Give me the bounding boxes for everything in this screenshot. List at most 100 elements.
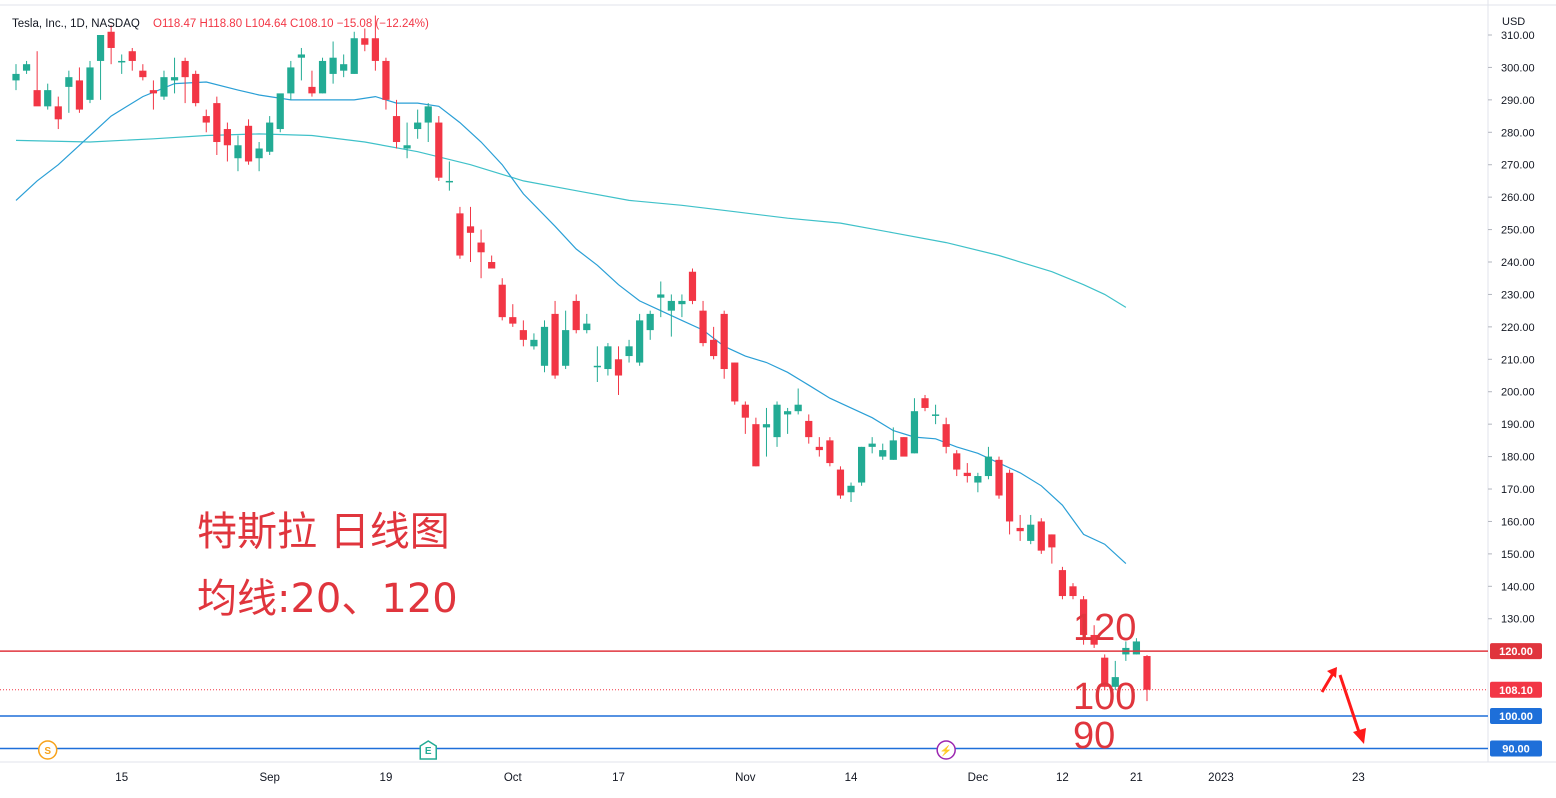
- candle: [625, 339, 633, 363]
- candle: [107, 25, 115, 65]
- candle: [879, 443, 887, 460]
- candle-body: [1069, 586, 1077, 597]
- y-tick-label: 190.00: [1501, 419, 1535, 431]
- candle-body: [276, 93, 284, 130]
- candle: [942, 417, 950, 454]
- candle-body: [202, 116, 210, 123]
- candle: [752, 417, 760, 467]
- time-axis[interactable]: 15 Sep 19 Oct 17 Nov 14 Dec 12 21 2023 23: [115, 772, 1364, 784]
- candle-body: [699, 310, 707, 344]
- candle-body: [1037, 521, 1045, 551]
- candle-body: [65, 77, 73, 87]
- candle-body: [86, 67, 94, 100]
- candle-body: [414, 122, 422, 130]
- candle: [604, 343, 612, 376]
- candle-body: [1005, 472, 1014, 522]
- candle: [1111, 660, 1119, 691]
- candle: [583, 313, 591, 334]
- y-tick-label: 160.00: [1501, 516, 1535, 528]
- y-tick-label: 270.00: [1501, 160, 1535, 172]
- price-tag-100: [1490, 708, 1542, 725]
- y-tick-label: 260.00: [1501, 192, 1535, 204]
- candle-body: [445, 180, 453, 183]
- candle-body: [223, 129, 231, 146]
- candle-body: [308, 86, 316, 94]
- candle-body: [509, 317, 517, 324]
- candle: [1143, 655, 1151, 702]
- candle-body: [773, 404, 781, 438]
- candle-body: [604, 346, 612, 370]
- y-tick-label: 310.00: [1501, 30, 1535, 42]
- candle: [22, 60, 31, 74]
- event-marker[interactable]: E: [419, 740, 437, 760]
- candle-body: [530, 339, 538, 347]
- moving-averages: [15, 81, 1127, 565]
- y-tick-label: 220.00: [1501, 322, 1535, 334]
- candle-body: [636, 320, 644, 363]
- y-tick-label: 140.00: [1501, 581, 1535, 593]
- candle: [477, 229, 485, 279]
- label-120: 120: [1073, 607, 1136, 649]
- price-tag-120: [1490, 643, 1542, 660]
- candle: [794, 388, 802, 415]
- y-tick-label: 250.00: [1501, 225, 1535, 237]
- candle-body: [297, 54, 305, 58]
- candle: [488, 255, 496, 269]
- candle: [1101, 654, 1109, 691]
- candle-body: [1090, 634, 1098, 645]
- price-tag-90: [1490, 740, 1542, 757]
- candle: [33, 51, 41, 107]
- candle-body: [868, 443, 876, 447]
- candle: [519, 320, 527, 347]
- horizontal-lines: 120.00 100.00 90.00 108.10: [0, 643, 1542, 757]
- candle: [710, 326, 718, 360]
- candle: [868, 437, 876, 454]
- candle-body: [826, 440, 834, 464]
- candle-body: [583, 323, 591, 331]
- candle-body: [805, 420, 813, 438]
- candle-body: [1058, 570, 1067, 597]
- candle-body: [96, 35, 105, 61]
- candle: [805, 414, 813, 444]
- candle-body: [1111, 677, 1119, 687]
- candle: [234, 135, 242, 172]
- candle-body: [847, 485, 855, 493]
- candle: [435, 116, 443, 181]
- candle-body: [181, 60, 189, 78]
- event-marker[interactable]: S: [37, 740, 58, 760]
- candle-body: [784, 411, 792, 415]
- candle: [223, 122, 231, 162]
- candles: [12, 15, 1151, 702]
- event-marker[interactable]: ⚡: [936, 740, 956, 760]
- candle: [784, 407, 792, 434]
- candle-body: [340, 64, 348, 71]
- candle: [392, 99, 401, 149]
- candle-body: [118, 60, 126, 63]
- candle: [900, 437, 908, 457]
- candle-body: [329, 57, 337, 74]
- candle-body: [1143, 656, 1151, 690]
- candle: [931, 404, 940, 425]
- candle: [889, 427, 897, 460]
- candle-body: [551, 313, 559, 376]
- candle: [1016, 514, 1024, 541]
- candle-body: [984, 456, 993, 477]
- ohlc-values: O118.47 H118.80 L104.64 C108.10 −15.08 (…: [153, 18, 429, 30]
- x-tick-label: 21: [1130, 772, 1143, 784]
- candle: [572, 294, 580, 334]
- candle-body: [424, 106, 432, 123]
- event-marker-glyph: ⚡: [940, 744, 952, 757]
- candle-body: [931, 414, 940, 416]
- candle: [953, 450, 961, 477]
- candle-body: [75, 80, 84, 110]
- candle: [255, 142, 263, 172]
- candle: [530, 333, 538, 350]
- candle: [139, 64, 147, 81]
- price-axis[interactable]: 130.00 140.00 150.00 160.00 170.00 180.00 190.…: [1488, 30, 1535, 626]
- candle-body: [625, 346, 633, 357]
- candle-body: [646, 313, 654, 331]
- candle-body: [572, 300, 580, 331]
